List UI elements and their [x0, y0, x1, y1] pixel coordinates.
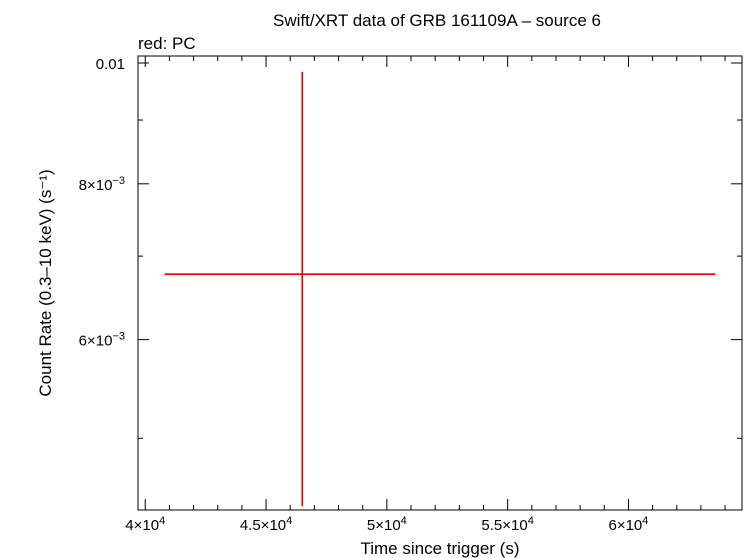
x-tick-label: 4×104 [125, 515, 165, 534]
tick-labels: 4×104 4.5×104 5×104 5.5×104 6×104 0.01 8×10−3 6… [79, 56, 649, 534]
y-tick-label: 8×10−3 [79, 175, 125, 194]
y-tick-label: 6×10−3 [79, 331, 125, 350]
y-tick-label: 0.01 [96, 56, 125, 73]
y-axis-label: Count Rate (0.3–10 keV) (s⁻¹) [36, 169, 55, 396]
chart-subtitle: red: PC [138, 34, 196, 53]
x-tick-label: 4.5×104 [240, 515, 292, 534]
x-tick-label: 5×104 [367, 515, 407, 534]
chart-title: Swift/XRT data of GRB 161109A – source 6 [273, 11, 601, 30]
plot-frame [137, 55, 743, 511]
x-tick-label: 6×104 [608, 515, 648, 534]
x-tick-label: 5.5×104 [481, 515, 533, 534]
axis-ticks [138, 56, 742, 510]
x-axis-label: Time since trigger (s) [360, 539, 519, 558]
data-series [164, 71, 716, 507]
